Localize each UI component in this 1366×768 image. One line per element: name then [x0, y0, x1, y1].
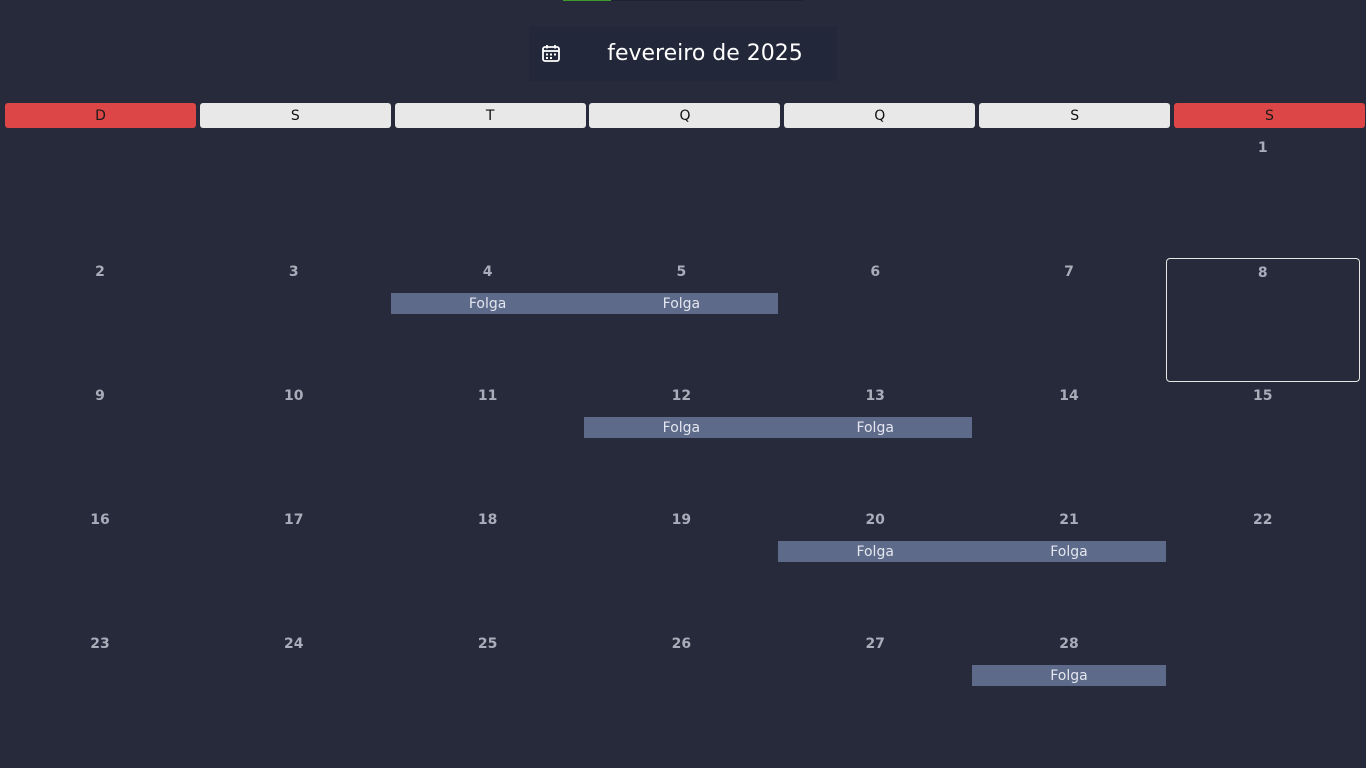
day-number: 21 [1059, 512, 1079, 528]
day-number: 12 [671, 388, 692, 404]
day-number: 24 [284, 636, 304, 652]
empty-day-cell [972, 134, 1166, 258]
day-cell[interactable]: 28 Folga [972, 630, 1166, 754]
month-title: fevereiro de 2025 [607, 41, 803, 66]
event-folga[interactable]: Folga [972, 541, 1166, 562]
day-number: 10 [284, 388, 304, 404]
day-cell[interactable]: 15 [1166, 382, 1360, 506]
event-folga[interactable]: Folga [390, 293, 585, 314]
day-cell[interactable]: 14 [972, 382, 1166, 506]
day-cell[interactable]: 27 [778, 630, 972, 754]
empty-day-cell [391, 134, 585, 258]
day-number: 25 [477, 636, 498, 652]
day-number: 23 [90, 636, 110, 652]
day-number: 7 [1064, 264, 1074, 280]
day-cell[interactable]: 22 [1166, 506, 1360, 630]
day-cell[interactable]: 13 Folga [778, 382, 973, 506]
day-cell[interactable]: 21 Folga [972, 506, 1166, 630]
day-number: 2 [95, 264, 105, 280]
day-cell[interactable]: 4 Folga [390, 258, 585, 382]
day-cell[interactable]: 17 [197, 506, 391, 630]
day-number: 9 [95, 388, 105, 404]
day-number: 17 [284, 512, 304, 528]
day-cell[interactable]: 25 [391, 630, 585, 754]
event-folga[interactable]: Folga [778, 541, 973, 562]
day-number: 11 [477, 388, 498, 404]
day-cell[interactable]: 12 Folga [584, 382, 779, 506]
empty-day-cell [197, 134, 391, 258]
day-cell[interactable]: 19 [584, 506, 778, 630]
empty-day-cell [778, 134, 972, 258]
empty-day-cell [584, 134, 778, 258]
top-progress-strip [563, 0, 803, 1]
month-picker[interactable]: fevereiro de 2025 [529, 26, 837, 81]
day-number: 26 [671, 636, 692, 652]
weekday-header: Q [589, 103, 781, 128]
top-progress-accent [563, 0, 611, 1]
day-cell[interactable]: 24 [197, 630, 391, 754]
day-number: 4 [482, 264, 493, 280]
weekday-header: S [979, 103, 1171, 128]
day-cell[interactable]: 7 [972, 258, 1166, 382]
day-number: 18 [477, 512, 498, 528]
event-folga[interactable]: Folga [584, 417, 779, 438]
day-number: 16 [90, 512, 110, 528]
day-number: 15 [1253, 388, 1273, 404]
day-cell[interactable]: 1 [1166, 134, 1360, 258]
day-cell[interactable]: 3 [197, 258, 391, 382]
day-number: 22 [1253, 512, 1273, 528]
weekday-header: T [394, 103, 586, 128]
calendar-icon [542, 45, 560, 62]
empty-day-cell [1166, 630, 1360, 754]
day-cell[interactable]: 6 [778, 258, 972, 382]
day-cell[interactable]: 2 [3, 258, 197, 382]
day-cell[interactable]: 5 Folga [584, 258, 779, 382]
day-cell[interactable]: 10 [197, 382, 391, 506]
day-cell-selected[interactable]: 8 [1165, 258, 1360, 382]
day-cell[interactable]: 26 [584, 630, 778, 754]
event-folga[interactable]: Folga [584, 293, 779, 314]
day-number: 13 [865, 388, 885, 404]
weekday-header: S [199, 103, 391, 128]
day-number: 27 [865, 636, 885, 652]
day-number: 20 [865, 512, 885, 528]
day-cell[interactable]: 23 [3, 630, 197, 754]
weekday-header: S [1173, 103, 1365, 128]
day-number: 1 [1257, 140, 1268, 156]
weekday-header: Q [784, 103, 976, 128]
day-cell[interactable]: 18 [391, 506, 585, 630]
empty-day-cell [3, 134, 197, 258]
day-cell[interactable]: 16 [3, 506, 197, 630]
day-cell[interactable]: 20 Folga [778, 506, 973, 630]
day-number: 8 [1257, 265, 1268, 281]
day-number: 6 [870, 264, 881, 280]
day-number: 3 [288, 264, 299, 280]
event-folga[interactable]: Folga [778, 417, 973, 438]
day-number: 19 [671, 512, 692, 528]
weekday-header: D [5, 103, 196, 128]
day-cell[interactable]: 11 [391, 382, 585, 506]
day-number: 5 [676, 264, 687, 280]
day-number: 14 [1059, 388, 1079, 404]
day-number: 28 [1059, 636, 1079, 652]
event-folga[interactable]: Folga [972, 665, 1166, 686]
day-cell[interactable]: 9 [3, 382, 197, 506]
